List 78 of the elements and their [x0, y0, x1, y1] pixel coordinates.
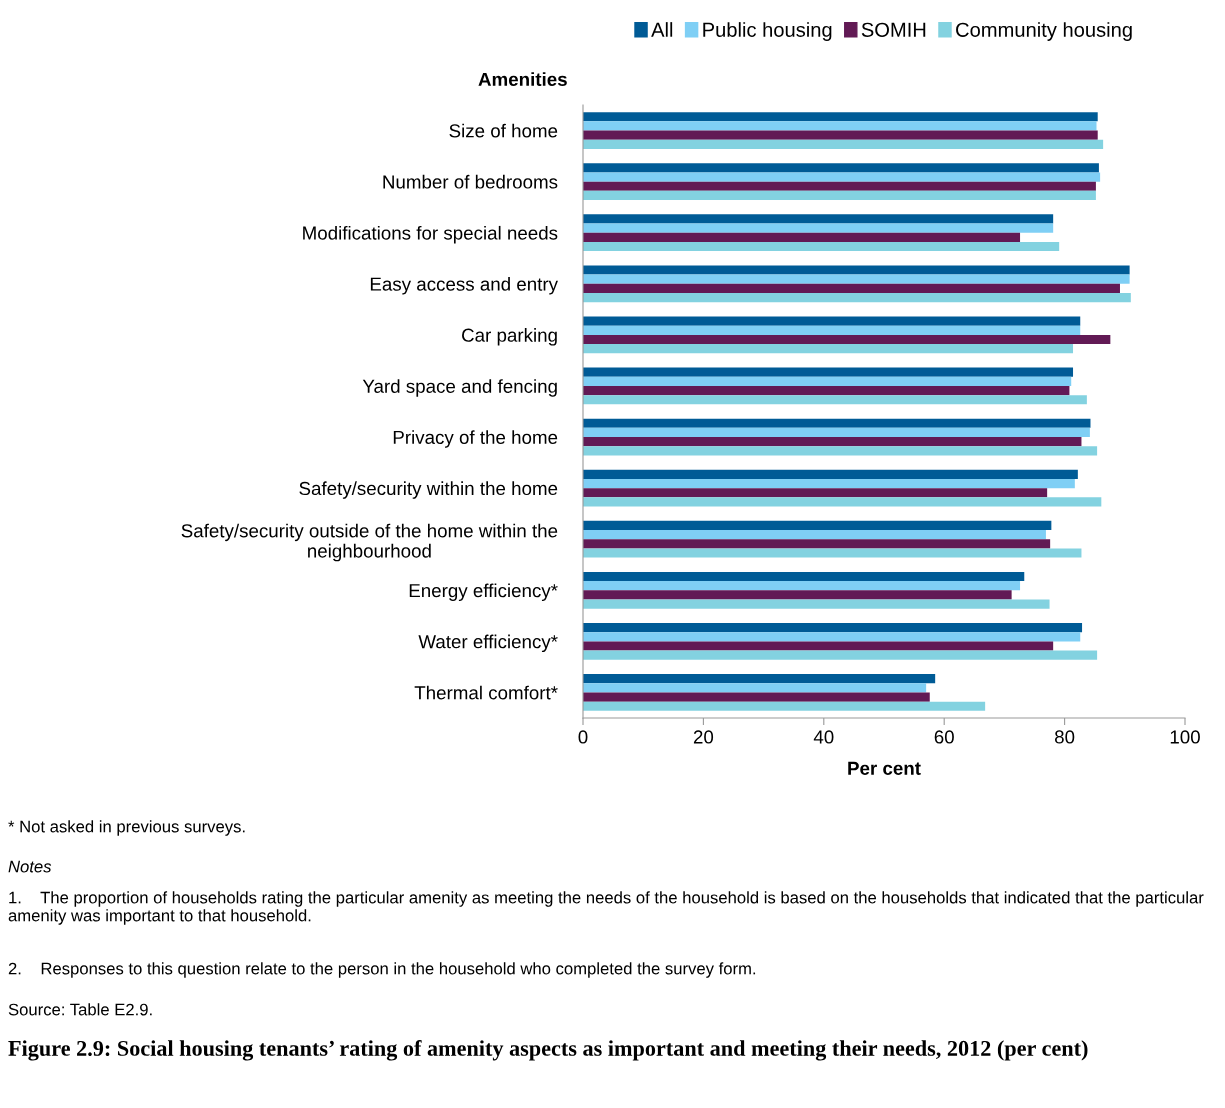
bar: [583, 520, 1052, 531]
bar: [583, 112, 1098, 122]
y-tick-label: Thermal comfort*: [414, 685, 558, 700]
bar: [583, 539, 1051, 549]
bar: [583, 674, 936, 684]
x-tick-label: 0: [578, 730, 588, 744]
bar: [583, 437, 1082, 447]
y-tick-label: Safety/security outside of the home within the neighbourhood: [181, 523, 558, 562]
bar: [583, 172, 1101, 182]
bar: [583, 418, 1091, 428]
bar: [583, 139, 1104, 149]
bar: [583, 488, 1048, 498]
bar: [583, 692, 930, 702]
bar: [583, 571, 1025, 582]
bar: [583, 325, 1081, 335]
bar: [583, 427, 1090, 438]
text: * Not asked in previous surveys.: [8, 820, 245, 836]
bar: [583, 650, 1098, 660]
bar: [583, 683, 927, 693]
y-tick-label: Modifications for special needs: [303, 225, 558, 244]
source-note: Source: Table E2.9.: [8, 1003, 152, 1016]
bar: [583, 292, 1131, 303]
bar: [583, 190, 1096, 201]
bar: [583, 530, 1046, 540]
bar: [583, 214, 1054, 224]
bar: [583, 622, 1083, 633]
bar: [583, 581, 1021, 591]
bar: [583, 367, 1074, 377]
bar: [583, 283, 1120, 293]
bar: [583, 385, 1070, 396]
bar: [583, 241, 1060, 252]
bar: [583, 181, 1096, 191]
legend-label: Public housing: [703, 22, 832, 41]
bar: [583, 130, 1098, 140]
bar: [583, 590, 1012, 600]
bar: [583, 701, 986, 711]
y-tick-label: Privacy of the home: [393, 430, 558, 448]
y-tick-label: Size of home: [449, 123, 558, 138]
x-tick-label: 40: [813, 730, 834, 744]
bar: [583, 376, 1072, 386]
y-tick-label: Easy access and entry: [370, 277, 558, 295]
bar: [583, 548, 1082, 558]
bar: [583, 121, 1097, 131]
text: 1. The proportion of households rating the particular amenity as meeting the needs of the household is based on the households that indicated that the particular amenity was important to that household.: [8, 891, 1204, 925]
bar: [583, 497, 1102, 507]
y-tick-label: Energy efficiency*: [409, 583, 558, 601]
bar: [583, 478, 1075, 489]
x-tick-label: 100: [1170, 730, 1200, 744]
bar: [583, 632, 1081, 642]
legend-label: SOMIH: [861, 22, 926, 37]
bar: [583, 223, 1054, 233]
bar: [583, 265, 1130, 275]
x-axis-title: Per cent: [848, 761, 921, 775]
bar: [583, 274, 1130, 284]
y-tick-label: Yard space and fencing: [362, 379, 557, 397]
text: 2. Responses to this question relate to the person in the household who completed the survey form.: [8, 962, 756, 978]
bar: [583, 232, 1021, 242]
bar: [583, 469, 1078, 479]
legend-label: All: [651, 22, 673, 37]
bar: [583, 599, 1050, 609]
x-tick-label: 20: [693, 730, 714, 744]
bar: [583, 641, 1054, 651]
x-tick-label: 60: [934, 730, 954, 744]
legend-label: Community housing: [956, 22, 1132, 41]
bar: [583, 395, 1087, 405]
y-tick-label: Number of bedrooms: [383, 174, 558, 189]
bar: [583, 344, 1074, 354]
x-tick-label: 80: [1054, 730, 1075, 744]
bar: [583, 163, 1099, 173]
bar: [583, 446, 1098, 456]
bar: [583, 316, 1081, 326]
y-tick-label: Water efficiency*: [418, 634, 558, 653]
bar: [583, 334, 1111, 345]
y-axis-title: Amenities: [478, 72, 567, 86]
text: Figure 2.9: Social housing tenants’ rating of amenity aspects as important and meeting their needs, 2012 (per cent): [8, 1040, 1088, 1061]
y-tick-label: Car parking: [462, 328, 557, 346]
text: Notes: [8, 860, 52, 873]
y-tick-label: Safety/security within the home: [299, 481, 558, 499]
